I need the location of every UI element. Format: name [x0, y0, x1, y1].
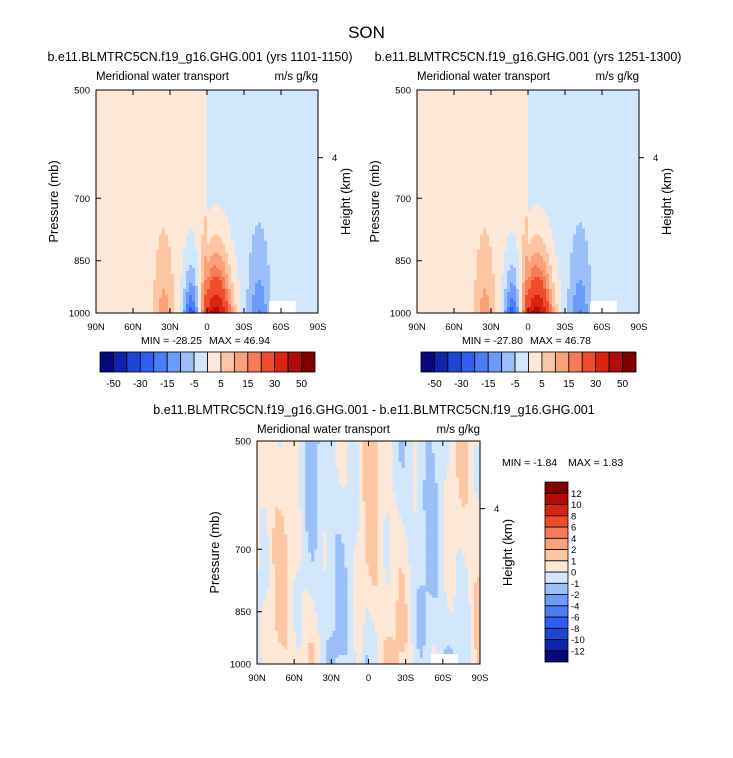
panel-1-left-label: Meridional water transport — [96, 71, 230, 83]
panel-1-field — [96, 90, 319, 314]
figure: SON b.e11.BLMTRC5CN.f19_g16.GHG.001 (yrs… — [0, 0, 733, 758]
panel-1: b.e11.BLMTRC5CN.f19_g16.GHG.001 (yrs 110… — [46, 50, 353, 390]
panel-1-title: b.e11.BLMTRC5CN.f19_g16.GHG.001 (yrs 110… — [47, 50, 352, 64]
panel-1-right-label: m/s g/kg — [275, 71, 318, 83]
figure-title: SON — [348, 23, 385, 42]
